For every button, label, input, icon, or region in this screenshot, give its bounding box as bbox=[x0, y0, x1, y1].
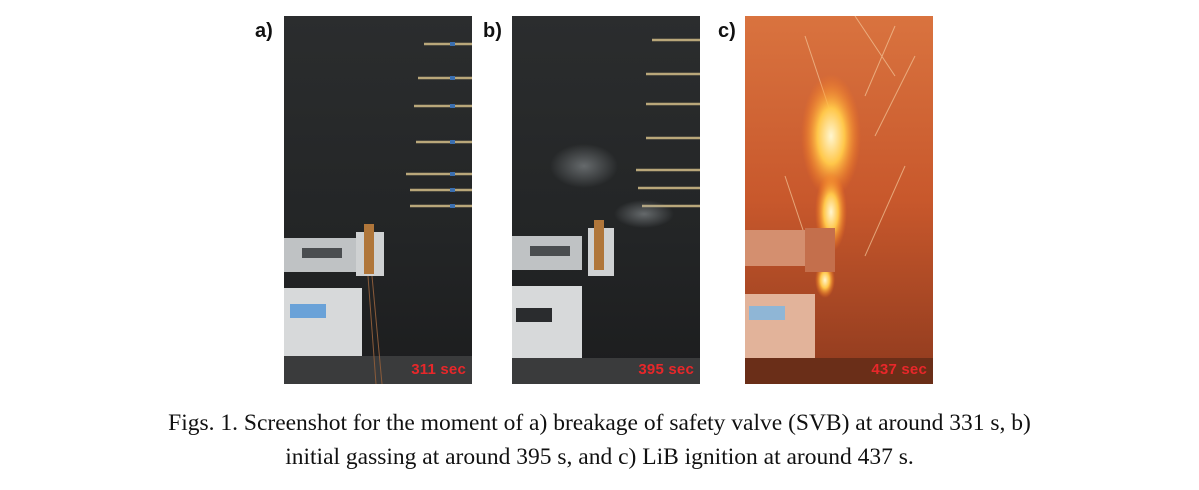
caption-line-2: initial gassing at around 395 s, and c) … bbox=[285, 444, 914, 470]
caption-line-1: Figs. 1. Screenshot for the moment of a)… bbox=[168, 410, 1031, 436]
panel-label-b: b) bbox=[483, 20, 502, 42]
photo-panel-b: 395 sec bbox=[512, 16, 700, 384]
timestamp-c: 437 sec bbox=[871, 361, 927, 378]
photo-panel-a: 311 sec bbox=[284, 16, 472, 384]
experiment-photo-b bbox=[512, 16, 700, 384]
timestamp-a: 311 sec bbox=[411, 361, 466, 378]
panel-label-c: c) bbox=[718, 20, 736, 42]
timestamp-b: 395 sec bbox=[638, 361, 694, 378]
figure-caption: Figs. 1. Screenshot for the moment of a)… bbox=[0, 406, 1199, 474]
photo-panel-c: 437 sec bbox=[745, 16, 933, 384]
panel-label-a: a) bbox=[255, 20, 273, 42]
experiment-photo-a bbox=[284, 16, 472, 384]
experiment-photo-c bbox=[745, 16, 933, 384]
